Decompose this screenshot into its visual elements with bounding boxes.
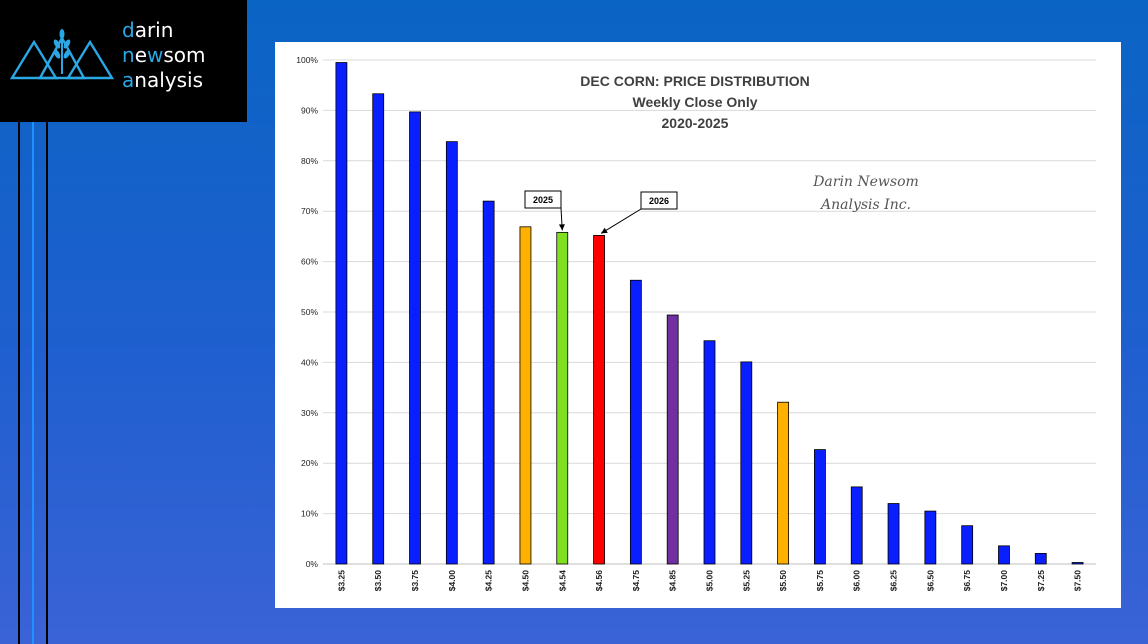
y-tick-label: 100% — [296, 55, 318, 65]
annotation-label: 2026 — [649, 196, 669, 206]
bar-$5.25 — [740, 361, 753, 565]
bar-$4.25 — [482, 200, 495, 565]
x-tick-label: $6.50 — [925, 570, 935, 592]
arrowhead-icon — [601, 227, 608, 234]
bar-$6.25 — [887, 503, 900, 565]
annotation-arrow — [600, 208, 642, 234]
watermark: Darin Newsom Analysis Inc. — [812, 174, 919, 213]
x-tick-label: $4.50 — [520, 570, 530, 592]
arrowhead-icon — [558, 224, 565, 231]
bar-$3.75 — [409, 111, 421, 565]
x-tick-label: $5.25 — [741, 570, 751, 592]
y-tick-label: 90% — [301, 105, 318, 115]
x-tick-label: $5.75 — [815, 570, 825, 592]
x-tick-label: $3.75 — [410, 570, 420, 592]
bar-$4.85 — [666, 314, 679, 565]
y-tick-label: 30% — [301, 408, 318, 418]
watermark-line-1: Darin Newsom — [812, 174, 919, 190]
x-tick-label: $7.00 — [999, 570, 1009, 592]
x-tick-label: $6.00 — [852, 570, 862, 592]
x-tick-label: $5.50 — [778, 570, 788, 592]
x-tick-label: $4.54 — [557, 570, 567, 592]
y-tick-label: 10% — [301, 509, 318, 519]
y-tick-label: 60% — [301, 257, 318, 267]
logo-wordmark: darin newsom analysis — [122, 18, 206, 93]
bar-$5.75 — [814, 449, 826, 565]
x-tick-label: $4.75 — [631, 570, 641, 592]
x-tick-label: $4.00 — [447, 570, 457, 592]
logo-panel: darin newsom analysis — [0, 0, 247, 122]
bar-$7.00 — [998, 545, 1010, 565]
annotation-label: 2025 — [533, 195, 553, 205]
bar-$3.50 — [372, 93, 385, 565]
bar-$7.25 — [1034, 553, 1047, 565]
x-tick-label: $7.50 — [1073, 570, 1083, 592]
logo-line-1: darin — [122, 18, 174, 42]
y-tick-label: 0% — [306, 559, 319, 569]
decor-line-2 — [32, 122, 34, 644]
x-tick-label: $6.25 — [889, 570, 899, 592]
logo-line-3: analysis — [122, 68, 203, 92]
bar-$4.75 — [629, 279, 642, 565]
y-axis-ticks: 0% 10% 20% 30% 40% 50% 60% 70% 80% 90% 100% — [296, 55, 318, 569]
x-axis-ticks: $3.25 $3.50 $3.75 $4.00 $4.25 $4.50 $4.54 $4.56… — [336, 570, 1082, 592]
x-tick-label: $3.50 — [373, 570, 383, 592]
x-tick-label: $4.25 — [484, 570, 494, 592]
annotation-box — [524, 190, 562, 209]
chart-title-line-1: DEC CORN: PRICE DISTRIBUTION — [580, 73, 809, 89]
bar-$6.00 — [850, 486, 863, 565]
y-tick-label: 40% — [301, 357, 318, 367]
bar-$5.50 — [777, 401, 790, 565]
watermark-line-2: Analysis Inc. — [819, 197, 911, 213]
x-tick-label: $4.56 — [594, 570, 604, 592]
bar-$5.00 — [703, 340, 716, 565]
chart-panel: 0% 10% 20% 30% 40% 50% 60% 70% 80% 90% 100% $3.25 $… — [275, 42, 1121, 608]
annotations: 2025 2026 — [524, 190, 678, 234]
x-tick-label: $4.85 — [668, 570, 678, 592]
chart-title: DEC CORN: PRICE DISTRIBUTION Weekly Close… — [580, 73, 809, 131]
bar-$4.00 — [445, 141, 458, 565]
bars — [335, 62, 1084, 565]
bar-$4.56 — [593, 234, 605, 565]
bar-$3.25 — [335, 62, 348, 565]
x-tick-label: $5.00 — [705, 570, 715, 592]
bar-$6.75 — [961, 525, 974, 565]
chart-title-line-2: Weekly Close Only — [632, 94, 757, 110]
y-tick-label: 70% — [301, 206, 318, 216]
bar-$6.50 — [924, 510, 937, 565]
y-tick-label: 20% — [301, 458, 318, 468]
bar-$7.50 — [1071, 562, 1084, 565]
mountain-wheat-logo-icon — [10, 29, 115, 80]
decor-line-1 — [18, 122, 20, 644]
annotation-box — [640, 191, 678, 210]
x-tick-label: $7.25 — [1036, 570, 1046, 592]
x-tick-label: $6.75 — [962, 570, 972, 592]
bar-$4.50 — [519, 226, 532, 565]
chart-title-line-3: 2020-2025 — [662, 115, 729, 131]
bar-$4.54 — [556, 231, 569, 565]
price-distribution-chart: 0%10%20%30%40%50%60%70%80%90%100% $3.25 $… — [296, 55, 1096, 592]
y-tick-label: 80% — [301, 156, 318, 166]
y-tick-label: 50% — [301, 307, 318, 317]
decor-line-3 — [46, 122, 48, 644]
logo-line-2: newsom — [122, 43, 206, 67]
x-tick-label: $3.25 — [336, 570, 346, 592]
